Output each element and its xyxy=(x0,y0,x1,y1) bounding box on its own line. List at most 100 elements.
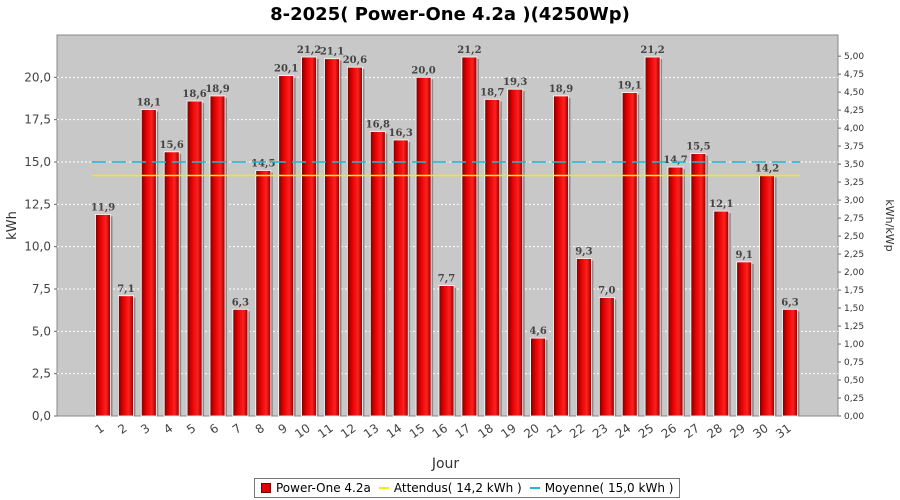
y-right-tick-label: 3,00 xyxy=(844,196,864,206)
bar xyxy=(644,56,661,417)
x-tick-label: 26 xyxy=(659,421,680,441)
y-right-tick-label: 2,50 xyxy=(844,232,864,242)
y-tick-label: 7,5 xyxy=(32,282,51,296)
legend-label-average: Moyenne( 15,0 kWh ) xyxy=(544,481,674,495)
bar-value-label: 9,3 xyxy=(575,247,592,258)
bar-value-label: 15,6 xyxy=(160,140,184,151)
bar-value-label: 20,1 xyxy=(274,64,298,75)
bar-value-label: 11,9 xyxy=(91,202,115,213)
bar-value-label: 12,1 xyxy=(709,199,733,210)
bar xyxy=(278,75,295,417)
bar-value-label: 7,0 xyxy=(598,285,615,296)
bar xyxy=(163,151,180,417)
y-right-tick-label: 3,75 xyxy=(844,142,864,152)
x-tick-label: 31 xyxy=(773,421,794,441)
chart-legend: Power-One 4.2a Attendus( 14,2 kWh ) Moye… xyxy=(254,478,681,498)
bar xyxy=(415,76,432,417)
legend-label-series: Power-One 4.2a xyxy=(276,481,371,495)
bar-value-label: 14,5 xyxy=(251,158,275,169)
y-right-tick-label: 0,00 xyxy=(844,412,864,422)
y-tick-label: 10,0 xyxy=(24,240,51,254)
bar-value-label: 18,6 xyxy=(182,89,206,100)
bar xyxy=(782,308,798,417)
legend-item-series: Power-One 4.2a xyxy=(261,481,371,495)
bar-value-label: 19,3 xyxy=(503,77,527,88)
legend-label-expected: Attendus( 14,2 kWh ) xyxy=(393,481,522,495)
y-right-tick-label: 2,75 xyxy=(844,214,864,224)
x-tick-label: 12 xyxy=(338,421,359,441)
bar xyxy=(507,88,524,417)
x-tick-label: 14 xyxy=(384,421,405,441)
y-right-tick-label: 4,75 xyxy=(844,70,864,80)
x-tick-label: 18 xyxy=(475,421,496,441)
x-tick-label: 19 xyxy=(498,421,519,441)
bar-value-label: 9,1 xyxy=(735,250,752,261)
x-tick-label: 24 xyxy=(613,421,634,441)
x-tick-label: 15 xyxy=(407,421,428,441)
bar xyxy=(576,258,592,417)
x-tick-label: 5 xyxy=(184,421,198,437)
x-tick-label: 4 xyxy=(161,421,175,437)
y-right-tick-label: 3,25 xyxy=(844,178,864,188)
bar-value-label: 7,1 xyxy=(117,284,134,295)
legend-swatch-expected xyxy=(378,487,389,489)
y-right-tick-label: 0,25 xyxy=(844,394,864,404)
bar-value-label: 6,3 xyxy=(781,297,798,308)
legend-item-expected: Attendus( 14,2 kWh ) xyxy=(378,481,522,495)
chart-title: 8-2025( Power-One 4.2a )(4250Wp) xyxy=(270,4,630,25)
y-right-tick-label: 1,00 xyxy=(844,340,864,350)
x-tick-label: 11 xyxy=(315,421,336,441)
y-right-tick-label: 1,25 xyxy=(844,322,864,332)
y-tick-label: 17,5 xyxy=(24,113,51,127)
bar xyxy=(553,95,569,417)
x-tick-label: 29 xyxy=(727,421,748,441)
bar xyxy=(324,58,340,417)
bar xyxy=(598,297,615,417)
x-tick-label: 22 xyxy=(567,421,588,441)
x-tick-label: 7 xyxy=(230,421,244,437)
y-axis-title: kWh xyxy=(5,211,20,240)
bar xyxy=(530,337,546,417)
bar-value-label: 15,5 xyxy=(686,142,710,153)
bar xyxy=(301,56,318,417)
x-tick-label: 1 xyxy=(92,421,106,437)
x-axis-title: Jour xyxy=(431,456,460,472)
bar-value-label: 21,2 xyxy=(457,45,481,56)
x-tick-label: 20 xyxy=(521,421,542,441)
bar-value-label: 20,0 xyxy=(411,65,435,76)
x-tick-label: 30 xyxy=(750,421,771,441)
bar-value-label: 18,9 xyxy=(549,84,573,95)
y-right-tick-label: 4,25 xyxy=(844,106,864,116)
y-tick-label: 12,5 xyxy=(24,197,51,211)
legend-swatch-series xyxy=(261,483,271,493)
x-tick-label: 17 xyxy=(453,421,474,441)
x-tick-label: 6 xyxy=(207,421,221,437)
bar xyxy=(438,285,455,417)
x-tick-label: 28 xyxy=(704,421,725,441)
bar xyxy=(392,139,409,417)
bar xyxy=(346,66,363,417)
bar-value-label: 21,1 xyxy=(320,47,344,58)
bar-value-label: 14,2 xyxy=(755,164,779,175)
bar-value-label: 21,2 xyxy=(297,45,321,56)
y-right-tick-label: 4,00 xyxy=(844,124,864,134)
x-tick-label: 8 xyxy=(253,421,267,437)
y-tick-label: 15,0 xyxy=(24,155,51,169)
bar xyxy=(186,100,203,417)
y-right-tick-label: 0,75 xyxy=(844,358,864,368)
y-right-tick-label: 0,50 xyxy=(844,376,864,386)
bar xyxy=(690,153,707,417)
legend-swatch-average xyxy=(529,487,540,489)
bar-value-label: 18,7 xyxy=(480,87,504,98)
legend-item-average: Moyenne( 15,0 kWh ) xyxy=(529,481,674,495)
bar xyxy=(95,214,111,417)
bar xyxy=(255,170,272,417)
bar-value-label: 6,3 xyxy=(232,297,249,308)
x-tick-label: 16 xyxy=(430,421,451,441)
bar-value-label: 7,7 xyxy=(438,274,455,285)
bar-value-label: 20,6 xyxy=(343,55,367,66)
x-tick-label: 25 xyxy=(636,421,657,441)
y-tick-label: 20,0 xyxy=(24,70,51,84)
bar-value-label: 14,7 xyxy=(663,155,687,166)
